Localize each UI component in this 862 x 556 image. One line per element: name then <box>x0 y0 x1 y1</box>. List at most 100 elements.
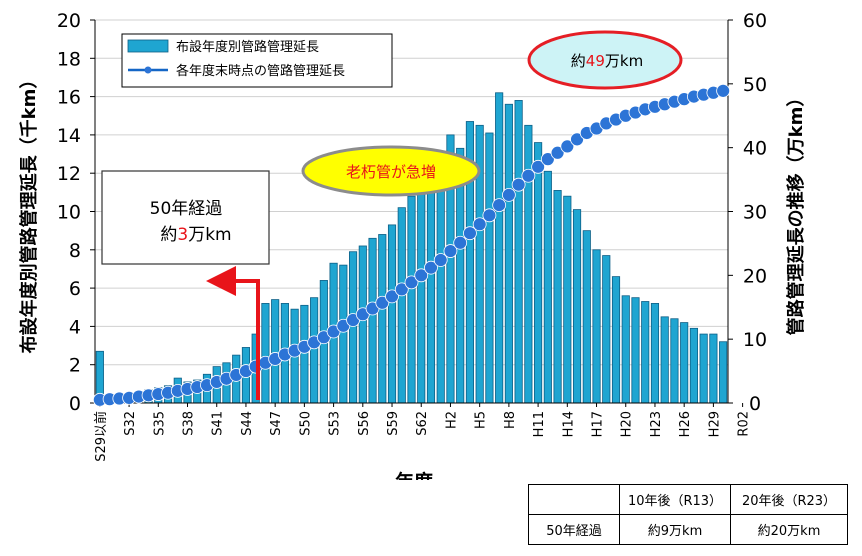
bar <box>407 195 416 404</box>
y-tick-label-right: 0 <box>749 393 761 415</box>
bar <box>631 297 640 404</box>
table-cell: 約9万km <box>619 514 731 545</box>
legend-bar-swatch <box>127 39 169 53</box>
fifty-year-line1: 50年経過 <box>150 199 223 219</box>
x-tick-label: S47 <box>269 411 284 436</box>
bar <box>348 251 358 404</box>
y-tick-label-right: 10 <box>743 329 767 351</box>
bar <box>602 255 611 404</box>
line-point <box>560 139 575 154</box>
x-tick-label: H14 <box>561 411 576 437</box>
bar <box>621 295 630 404</box>
line-point <box>463 226 477 241</box>
bar <box>261 303 270 404</box>
x-tick-label: H20 <box>620 411 635 437</box>
y-tick-label-right: 50 <box>743 74 767 96</box>
x-tick-label: S50 <box>298 411 313 436</box>
line-point <box>472 217 487 232</box>
y-tick-label-left: 8 <box>69 240 81 262</box>
fifty-year-number: 3 <box>177 225 188 245</box>
x-tick-label: S41 <box>211 411 226 436</box>
fifty-year-suffix: 万km <box>188 225 231 245</box>
line-point <box>482 208 497 223</box>
line-point <box>414 268 429 283</box>
x-tick-label: S38 <box>182 411 197 436</box>
bar-series <box>95 92 728 404</box>
y-axis-title-left: 布設年度別管路管理延長（千km） <box>18 71 40 354</box>
y-tick-label-left: 16 <box>57 87 81 109</box>
y-tick-label-right: 30 <box>743 202 767 224</box>
bar <box>680 322 689 404</box>
bar <box>378 234 387 404</box>
y-tick-label-right: 60 <box>743 10 767 32</box>
x-tick-label: R02 <box>737 411 752 437</box>
y-tick-label-left: 12 <box>57 163 81 185</box>
x-tick-label: S62 <box>415 411 430 436</box>
bar <box>534 142 543 404</box>
table-header-row: 10年後（R13） 20年後（R23） <box>528 484 848 515</box>
bar <box>436 161 445 404</box>
rapid-increase-bubble <box>301 145 481 197</box>
fifty-year-line2: 約3万km <box>160 225 231 245</box>
red-arrow-head <box>206 266 236 296</box>
x-tick-label: H2 <box>444 411 459 429</box>
callout-49-number: 49 <box>586 52 605 70</box>
x-tick-label: S53 <box>328 411 343 436</box>
line-point <box>424 260 438 275</box>
legend-line-marker <box>144 66 152 74</box>
y-tick-label-left: 10 <box>57 202 81 224</box>
y-tick-label-left: 14 <box>57 125 81 147</box>
callout-49-bubble <box>527 30 683 90</box>
line-point <box>511 177 526 192</box>
bar <box>387 224 397 404</box>
y-tick-label-left: 2 <box>69 355 81 377</box>
table-cell: 約20万km <box>730 514 848 545</box>
bar <box>417 182 426 404</box>
line-point <box>443 244 458 258</box>
x-tick-label: S56 <box>357 411 372 436</box>
y-axis-title-right: 管路管理延長の推移（万km） <box>785 89 807 336</box>
bar <box>670 318 679 404</box>
table-header-cell <box>528 484 620 515</box>
bar <box>310 297 319 404</box>
bar <box>592 249 601 404</box>
line-point <box>550 145 565 160</box>
bar <box>719 341 728 404</box>
bar <box>339 264 348 404</box>
y-tick-label-left: 6 <box>69 278 81 300</box>
line-point <box>540 152 555 167</box>
x-tick-label: H5 <box>474 411 489 429</box>
table-header-cell: 10年後（R13） <box>619 484 731 515</box>
bar <box>699 333 708 404</box>
line-point <box>570 132 584 147</box>
bar <box>271 299 280 404</box>
bar <box>495 92 504 404</box>
line-point <box>501 188 516 202</box>
bar <box>650 303 660 404</box>
bar <box>660 316 669 404</box>
line-point <box>394 282 409 297</box>
line-series <box>92 83 731 407</box>
rapid-increase-text: 老朽管が急増 <box>346 163 436 181</box>
fifty-year-box <box>101 170 270 265</box>
bar <box>397 207 406 404</box>
x-tick-label: S59 <box>386 411 401 436</box>
table-row: 50年経過 約9万km 約20万km <box>528 514 848 545</box>
line-point <box>404 275 419 290</box>
x-tick-label: H8 <box>503 411 518 429</box>
bar <box>553 190 562 404</box>
bar <box>572 209 582 404</box>
x-tick-label: S32 <box>123 411 138 436</box>
line-point <box>385 289 399 304</box>
table-header-cell: 20年後（R23） <box>730 484 848 515</box>
line-point <box>433 253 448 267</box>
summary-table: 10年後（R13） 20年後（R23） 50年経過 約9万km 約20万km <box>528 484 848 545</box>
x-axis-title: 年度 <box>395 470 434 480</box>
axes: 0 2 4 6 8 10 12 14 16 18 20 0 10 20 30 40 50 60 S29以前 S32 S3… <box>57 10 767 462</box>
bar <box>368 237 377 404</box>
fifty-year-prefix: 約 <box>160 225 177 245</box>
x-tick-label: S29以前 <box>93 411 109 462</box>
bar <box>426 168 436 404</box>
x-tick-label: S44 <box>240 411 255 436</box>
